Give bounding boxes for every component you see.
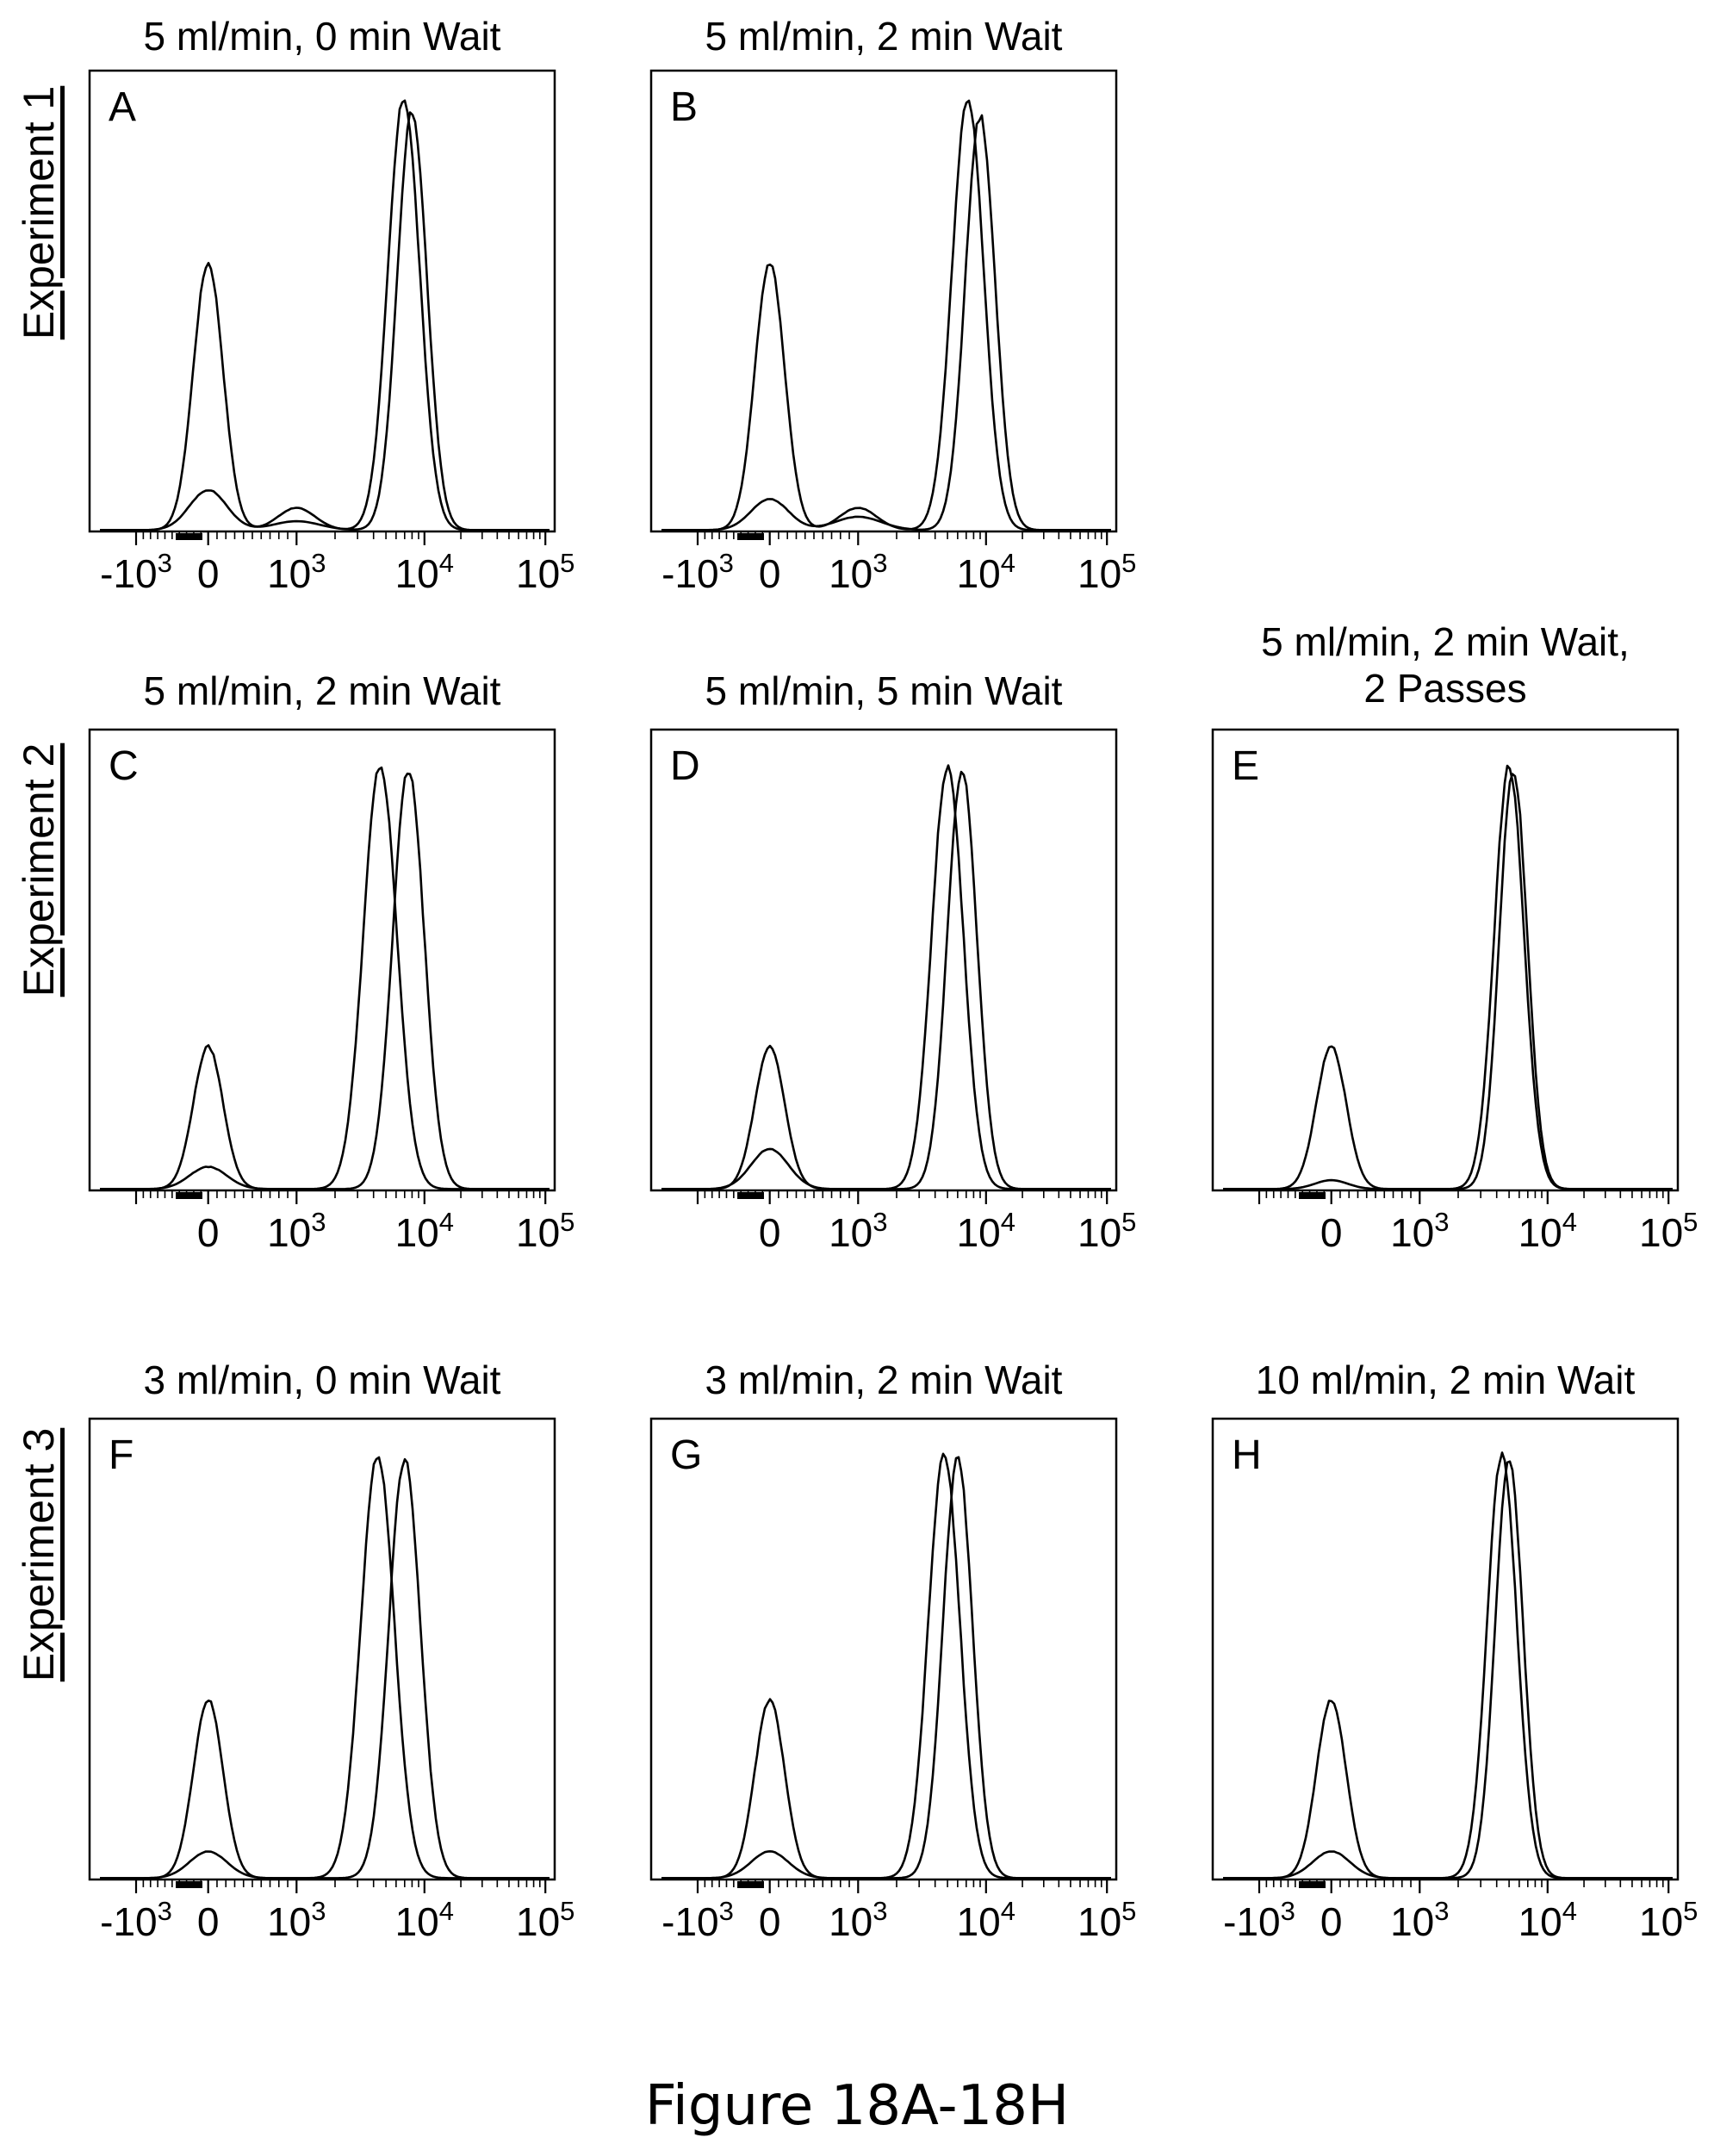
panel-letter: C	[109, 743, 139, 789]
row-label-experiment-2: Experiment 2	[15, 742, 63, 997]
figure-caption: Figure 18A-18H	[644, 2074, 1070, 2138]
x-tick-label-1: 0	[1320, 1899, 1343, 1944]
panel-letter: H	[1232, 1432, 1262, 1478]
x-tick-label-4: 105	[1077, 548, 1136, 596]
x-tick-label-2: 103	[829, 548, 887, 596]
panel-title-e-line-1: 5 ml/min, 2 min Wait,	[1261, 619, 1630, 664]
plot-frame	[649, 69, 1118, 533]
x-tick-label-3: 104	[1518, 1207, 1577, 1255]
x-tick-label-4: 105	[516, 1896, 574, 1944]
panel-letter: F	[109, 1432, 134, 1478]
x-tick-label-2: 103	[829, 1207, 887, 1255]
x-tick-label-4: 105	[516, 1207, 574, 1255]
panel-title-e-line-2: 2 Passes	[1363, 666, 1527, 711]
histogram-series-2	[661, 1456, 1111, 1880]
x-tick-label-3: 104	[395, 548, 454, 596]
x-tick-label-4: 105	[516, 548, 574, 596]
x-tick-label-3: 104	[957, 548, 1015, 596]
panel-letter: B	[670, 84, 698, 130]
histogram-panel-h: H -103 0 103 104 105	[1211, 1417, 1698, 1944]
zero-region-marker	[737, 1192, 765, 1199]
plot-frame	[1211, 1417, 1680, 1881]
x-tick-label-3: 104	[957, 1896, 1015, 1944]
x-tick-label-2: 103	[829, 1896, 887, 1944]
panel-title-f: 3 ml/min, 0 min Wait	[143, 1358, 501, 1402]
x-tick-label-2: 103	[1390, 1896, 1449, 1944]
x-tick-label-1: 0	[759, 1210, 781, 1255]
panel-title-c: 5 ml/min, 2 min Wait	[143, 668, 501, 713]
zero-region-marker	[1299, 1881, 1326, 1888]
x-tick-label-1: 0	[759, 551, 781, 596]
x-tick-label-1: 0	[1320, 1210, 1343, 1255]
histogram-series-2	[1223, 1460, 1673, 1880]
zero-region-marker	[737, 1881, 765, 1888]
zero-region-marker	[176, 1881, 203, 1888]
zero-region-marker	[737, 533, 765, 540]
panel-title-d: 5 ml/min, 5 min Wait	[705, 668, 1063, 713]
x-tick-label-0: -103	[100, 548, 172, 596]
row-label-experiment-3: Experiment 3	[15, 1427, 63, 1682]
histogram-panel-b: B -103 0 103 104 105	[649, 69, 1136, 596]
panel-letter: A	[109, 84, 136, 130]
x-tick-label-1: 0	[759, 1899, 781, 1944]
panel-title-a: 5 ml/min, 0 min Wait	[143, 14, 501, 59]
x-tick-label-4: 105	[1077, 1207, 1136, 1255]
x-tick-label-0: -103	[1223, 1896, 1295, 1944]
histogram-series-2	[100, 1457, 550, 1880]
histogram-panel-a: A -103 0 103 104 105	[88, 69, 574, 596]
zero-region-marker	[176, 533, 203, 540]
x-tick-label-0: -103	[100, 1896, 172, 1944]
x-tick-label-1: 0	[197, 1210, 220, 1255]
x-tick-label-3: 104	[395, 1207, 454, 1255]
x-tick-label-0: -103	[661, 1896, 734, 1944]
histogram-panel-d: D 0 103 104 105	[649, 728, 1136, 1255]
plot-frame	[649, 1417, 1118, 1881]
x-tick-label-1: 0	[197, 1899, 220, 1944]
histogram-series-2	[661, 770, 1111, 1190]
panel-letter: D	[670, 743, 700, 789]
histogram-series-2	[661, 114, 1111, 531]
x-tick-label-4: 105	[1639, 1207, 1698, 1255]
panel-title-e: 5 ml/min, 2 min Wait, 2 Passes	[1213, 618, 1678, 711]
zero-region-marker	[176, 1192, 203, 1199]
plot-frame	[88, 69, 556, 533]
panel-title-g: 3 ml/min, 2 min Wait	[705, 1358, 1063, 1402]
x-tick-label-2: 103	[1390, 1207, 1449, 1255]
plot-frame	[88, 1417, 556, 1881]
histogram-series-2	[100, 111, 550, 531]
plot-frame	[1211, 728, 1680, 1192]
plot-frame	[88, 728, 556, 1192]
histogram-panel-f: F -103 0 103 104 105	[88, 1417, 574, 1944]
x-tick-label-4: 105	[1639, 1896, 1698, 1944]
x-tick-label-2: 103	[267, 1207, 326, 1255]
zero-region-marker	[1299, 1192, 1326, 1199]
x-tick-label-1: 0	[197, 551, 220, 596]
x-tick-label-2: 103	[267, 1896, 326, 1944]
x-tick-label-0: -103	[661, 548, 734, 596]
histogram-panel-g: G -103 0 103 104 105	[649, 1417, 1136, 1944]
panel-title-h: 10 ml/min, 2 min Wait	[1255, 1358, 1636, 1402]
panel-title-b: 5 ml/min, 2 min Wait	[705, 14, 1063, 59]
x-tick-label-2: 103	[267, 548, 326, 596]
x-tick-label-4: 105	[1077, 1896, 1136, 1944]
histogram-series-2	[1223, 773, 1673, 1190]
x-tick-label-3: 104	[395, 1896, 454, 1944]
histogram-panel-e: E 0 103 104 105	[1211, 728, 1698, 1255]
plot-frame	[649, 728, 1118, 1192]
histogram-panel-c: C 0 103 104 105	[88, 728, 574, 1255]
histogram-series-2	[100, 772, 550, 1190]
panel-letter: E	[1232, 743, 1259, 789]
x-tick-label-3: 104	[1518, 1896, 1577, 1944]
row-label-experiment-1: Experiment 1	[15, 85, 63, 340]
panel-letter: G	[670, 1432, 702, 1478]
x-tick-label-3: 104	[957, 1207, 1015, 1255]
